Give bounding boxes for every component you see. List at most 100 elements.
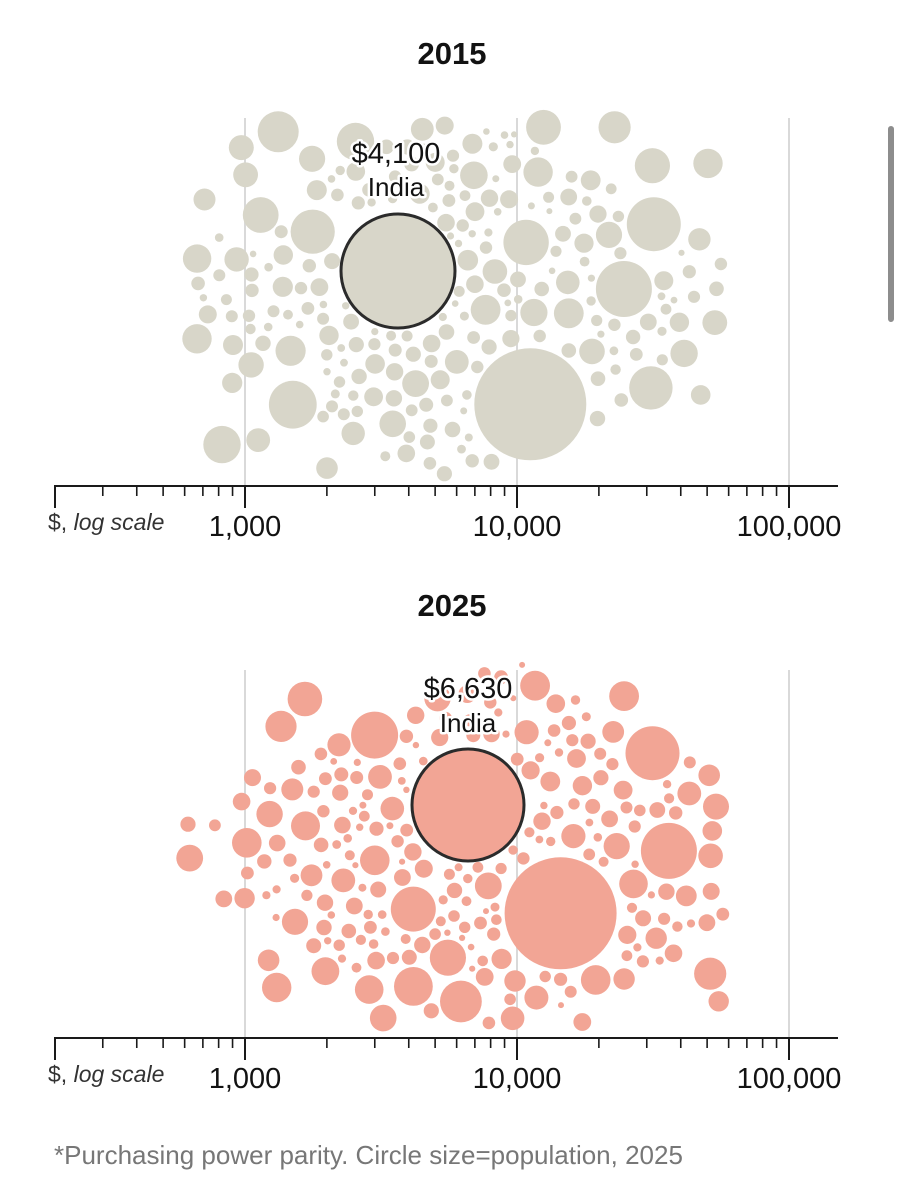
country-bubble [369, 821, 384, 836]
country-bubble [407, 706, 425, 724]
country-bubble [621, 950, 633, 962]
country-bubble [492, 175, 500, 183]
country-bubble [299, 145, 326, 172]
country-bubble [670, 296, 678, 304]
country-bubble [234, 888, 255, 909]
country-bubble [519, 661, 526, 668]
country-bubble [443, 868, 455, 880]
country-bubble [337, 954, 347, 963]
country-bubble [351, 368, 367, 385]
country-bubble [428, 202, 438, 213]
country-bubble [323, 368, 331, 376]
country-bubble [419, 434, 435, 450]
country-bubble [657, 326, 667, 336]
country-bubble [618, 925, 637, 944]
country-bubble [317, 805, 330, 818]
india-bubble [410, 747, 526, 863]
country-bubble [326, 400, 338, 413]
country-bubble [310, 278, 329, 296]
country-bubble [658, 883, 675, 900]
country-bubble [441, 394, 453, 407]
country-bubble [567, 749, 586, 768]
country-bubble [316, 919, 332, 936]
scrollbar[interactable] [888, 126, 894, 322]
country-bubble [463, 873, 473, 884]
country-bubble [556, 270, 580, 295]
highlight-value-label: $4,100 [352, 138, 441, 170]
country-bubble [232, 792, 251, 811]
country-bubble [337, 344, 346, 352]
country-bubble [504, 970, 526, 992]
country-bubble [597, 330, 605, 338]
country-bubble [306, 180, 327, 201]
country-bubble [703, 793, 729, 820]
country-bubble [446, 232, 455, 240]
x-axis-label: $, log scale [48, 509, 164, 535]
country-bubble [355, 934, 366, 945]
country-bubble [513, 295, 523, 304]
country-bubble [606, 758, 619, 771]
country-bubble [504, 299, 512, 307]
country-bubble [565, 170, 578, 183]
country-bubble [444, 929, 451, 936]
country-bubble [465, 202, 485, 222]
country-bubble [675, 885, 697, 907]
country-bubble [497, 283, 511, 298]
country-bubble [619, 869, 648, 899]
country-bubble [495, 862, 507, 875]
country-bubble [334, 816, 351, 834]
country-bubble [634, 148, 671, 184]
country-bubble [330, 758, 338, 765]
country-bubble [626, 902, 638, 913]
country-bubble [605, 183, 617, 195]
country-bubble [613, 968, 635, 990]
country-bubble [390, 886, 436, 932]
country-bubble [716, 907, 730, 921]
country-bubble [364, 387, 383, 407]
country-bubble [635, 910, 652, 927]
country-bubble [540, 771, 561, 792]
country-bubble [340, 358, 348, 367]
country-bubble [199, 294, 208, 302]
country-bubble [598, 111, 631, 144]
country-bubble [483, 453, 500, 470]
country-bubble [612, 210, 625, 223]
country-bubble [369, 1004, 397, 1032]
country-bubble [601, 810, 618, 828]
country-bubble [220, 294, 232, 306]
country-bubble [287, 681, 323, 717]
country-bubble [272, 913, 280, 922]
country-bubble [555, 225, 571, 242]
country-bubble [394, 967, 433, 1006]
country-bubble [634, 804, 646, 817]
country-bubble [658, 912, 671, 925]
country-bubble [444, 350, 469, 374]
country-bubble [273, 245, 293, 265]
country-bubble [264, 782, 277, 795]
country-bubble [423, 457, 437, 470]
country-bubble [244, 769, 261, 787]
country-bubble [362, 183, 376, 197]
country-bubble [581, 712, 591, 722]
country-bubble [356, 823, 364, 831]
country-bubble [330, 389, 340, 399]
country-bubble [367, 951, 385, 970]
country-bubble [503, 219, 549, 266]
country-bubble [405, 346, 421, 362]
country-bubble [379, 410, 407, 438]
country-bubble [358, 883, 367, 892]
country-bubble [327, 175, 336, 183]
country-bubble [222, 372, 243, 393]
country-bubble [256, 800, 283, 828]
country-bubble [594, 747, 607, 760]
country-bubble [534, 281, 549, 297]
highlight-country-label: India [440, 708, 497, 738]
country-bubble [327, 911, 336, 919]
x-tick-label: 10,000 [473, 1063, 562, 1095]
country-bubble [431, 728, 449, 747]
country-bubble [438, 895, 448, 905]
country-bubble [533, 329, 546, 343]
country-bubble [422, 334, 441, 353]
country-bubble [698, 914, 716, 932]
